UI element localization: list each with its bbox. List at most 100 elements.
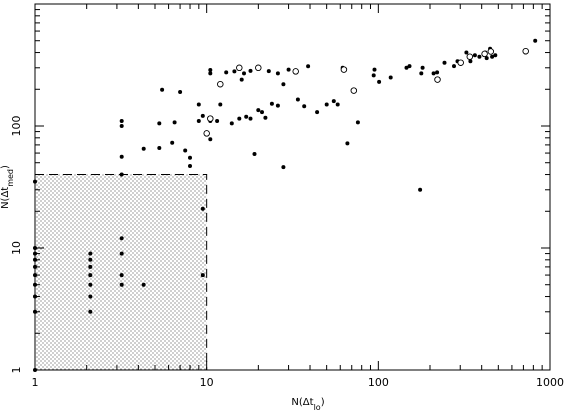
filled-point: [200, 113, 205, 118]
filled-point: [331, 99, 336, 104]
filled-point: [275, 71, 280, 76]
filled-point: [418, 187, 423, 192]
filled-point: [493, 53, 498, 58]
filled-point: [275, 103, 280, 108]
open-point: [340, 66, 348, 73]
filled-point: [88, 294, 93, 299]
filled-point: [119, 124, 124, 128]
filled-point: [372, 67, 377, 72]
x-tick-label: 100: [368, 376, 389, 389]
filled-point: [119, 236, 124, 241]
open-point: [207, 115, 214, 122]
filled-point: [490, 54, 495, 59]
filled-point: [244, 114, 249, 119]
filled-point: [119, 154, 124, 159]
filled-point: [435, 70, 440, 75]
filled-point: [88, 282, 93, 287]
filled-point: [306, 64, 311, 69]
open-point: [457, 59, 464, 66]
filled-point: [119, 273, 124, 278]
filled-point: [237, 116, 242, 121]
filled-point: [266, 69, 271, 74]
filled-point: [157, 121, 162, 126]
y-tick-label: 1: [10, 367, 23, 374]
filled-point: [141, 146, 146, 151]
filled-point: [464, 50, 469, 55]
filled-point: [157, 146, 162, 150]
filled-point: [88, 264, 93, 269]
filled-point: [232, 69, 237, 74]
filled-point: [248, 116, 253, 121]
filled-point: [183, 148, 188, 153]
filled-point: [345, 141, 350, 146]
filled-point: [484, 56, 489, 61]
filled-point: [88, 309, 93, 314]
filled-point: [200, 206, 205, 211]
plot-frame: [34, 3, 551, 371]
filled-point: [188, 164, 192, 168]
filled-point: [419, 71, 424, 76]
filled-point: [281, 82, 286, 87]
shaded-region: [35, 174, 207, 370]
filled-point: [215, 119, 220, 123]
filled-point: [468, 59, 473, 64]
filled-point: [208, 71, 213, 76]
y-tick-label: 10: [10, 241, 23, 255]
filled-point: [355, 120, 360, 125]
x-tick-label: 10: [200, 376, 214, 389]
filled-point: [377, 79, 382, 84]
filled-point: [208, 137, 213, 142]
filled-point: [172, 120, 177, 125]
open-point: [255, 64, 262, 72]
filled-point: [263, 115, 268, 120]
filled-point: [196, 102, 201, 107]
filled-point: [208, 68, 213, 72]
filled-point: [178, 90, 183, 94]
filled-point: [442, 60, 447, 65]
filled-point: [256, 108, 261, 113]
open-point: [350, 87, 358, 94]
filled-point: [452, 64, 456, 69]
filled-point: [196, 119, 201, 123]
filled-point: [431, 71, 436, 76]
filled-point: [407, 64, 412, 69]
open-point: [522, 47, 529, 55]
filled-point: [88, 257, 93, 262]
filled-point: [324, 102, 329, 107]
open-point: [217, 80, 224, 88]
filled-point: [242, 71, 246, 76]
open-point: [434, 76, 441, 83]
open-point: [466, 53, 474, 60]
filled-point: [388, 75, 393, 80]
open-point: [236, 64, 243, 72]
y-axis-label: N(Δtmed): [0, 165, 15, 209]
filled-point: [302, 104, 307, 109]
open-point: [292, 68, 299, 75]
filled-point: [239, 77, 244, 82]
filled-point: [252, 152, 257, 156]
x-axis-label: N(Δtlo): [291, 397, 324, 412]
filled-point: [477, 54, 482, 59]
y-tick-label: 100: [10, 116, 23, 137]
shaded-region-border: [35, 174, 208, 370]
filled-point: [229, 121, 234, 126]
filled-point: [286, 67, 291, 72]
filled-point: [88, 273, 93, 278]
filled-point: [218, 102, 223, 107]
filled-point: [260, 110, 264, 115]
x-tick-label: 1: [32, 376, 39, 389]
filled-point: [119, 119, 124, 123]
filled-point: [295, 97, 300, 102]
filled-point: [371, 73, 376, 78]
filled-point: [141, 282, 146, 287]
filled-point: [224, 70, 229, 75]
filled-point: [119, 251, 124, 256]
filled-point: [248, 68, 253, 73]
filled-point: [269, 101, 274, 106]
filled-point: [170, 140, 175, 145]
filled-point: [472, 53, 477, 58]
filled-point: [404, 65, 409, 70]
x-tick-label: 1000: [536, 376, 564, 389]
filled-point: [119, 282, 124, 287]
